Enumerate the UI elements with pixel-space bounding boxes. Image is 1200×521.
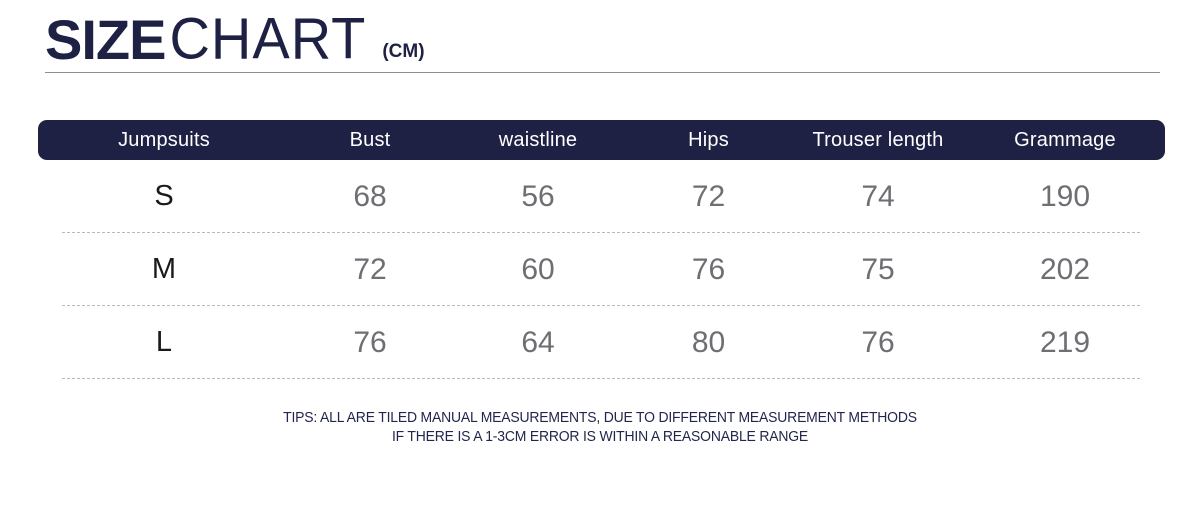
table-row: M 72 60 76 75 202 [38,233,1165,306]
cell-trouser-length: 74 [861,179,895,213]
column-header-hips: Hips [688,128,729,151]
cell-size: L [155,326,173,358]
cell-trouser-length: 75 [861,252,895,286]
cell-grammage: 190 [1039,179,1091,213]
title-chart-word: CHART [169,5,367,72]
column-header-waistline: waistline [498,128,578,151]
column-header-bust: Bust [349,128,391,151]
cell-bust: 68 [353,179,387,213]
cell-size: S [154,180,174,212]
page-title: SIZE CHART (CM) [45,5,425,72]
tips-line-2: IF THERE IS A 1-3CM ERROR IS WITHIN A RE… [391,428,809,445]
column-header-grammage: Grammage [1014,128,1116,151]
title-divider [45,72,1160,73]
cell-grammage: 202 [1039,252,1091,286]
cell-trouser-length: 76 [861,325,895,359]
cell-hips: 80 [691,325,726,359]
cell-grammage: 219 [1039,325,1091,359]
tips-note: TIPS: ALL ARE TILED MANUAL MEASUREMENTS,… [0,408,1200,446]
cell-size: M [151,253,177,285]
title-unit-label: (CM) [382,41,425,62]
cell-hips: 76 [691,252,726,286]
cell-waistline: 60 [521,252,555,286]
cell-waistline: 56 [521,179,555,213]
cell-waistline: 64 [521,325,555,359]
table-row: S 68 56 72 74 190 [38,160,1165,233]
size-table: Jumpsuits Bust waistline Hips Trouser le… [38,120,1165,379]
column-header-trouser-length: Trouser length [812,128,944,151]
table-row: L 76 64 80 76 219 [38,306,1165,379]
cell-bust: 72 [353,252,387,286]
column-header-jumpsuits: Jumpsuits [118,128,210,151]
tips-line-1: TIPS: ALL ARE TILED MANUAL MEASUREMENTS,… [283,409,917,426]
table-header-row: Jumpsuits Bust waistline Hips Trouser le… [38,120,1165,160]
title-size-word: SIZE [45,8,166,71]
cell-bust: 76 [353,325,387,359]
cell-hips: 72 [691,179,726,213]
